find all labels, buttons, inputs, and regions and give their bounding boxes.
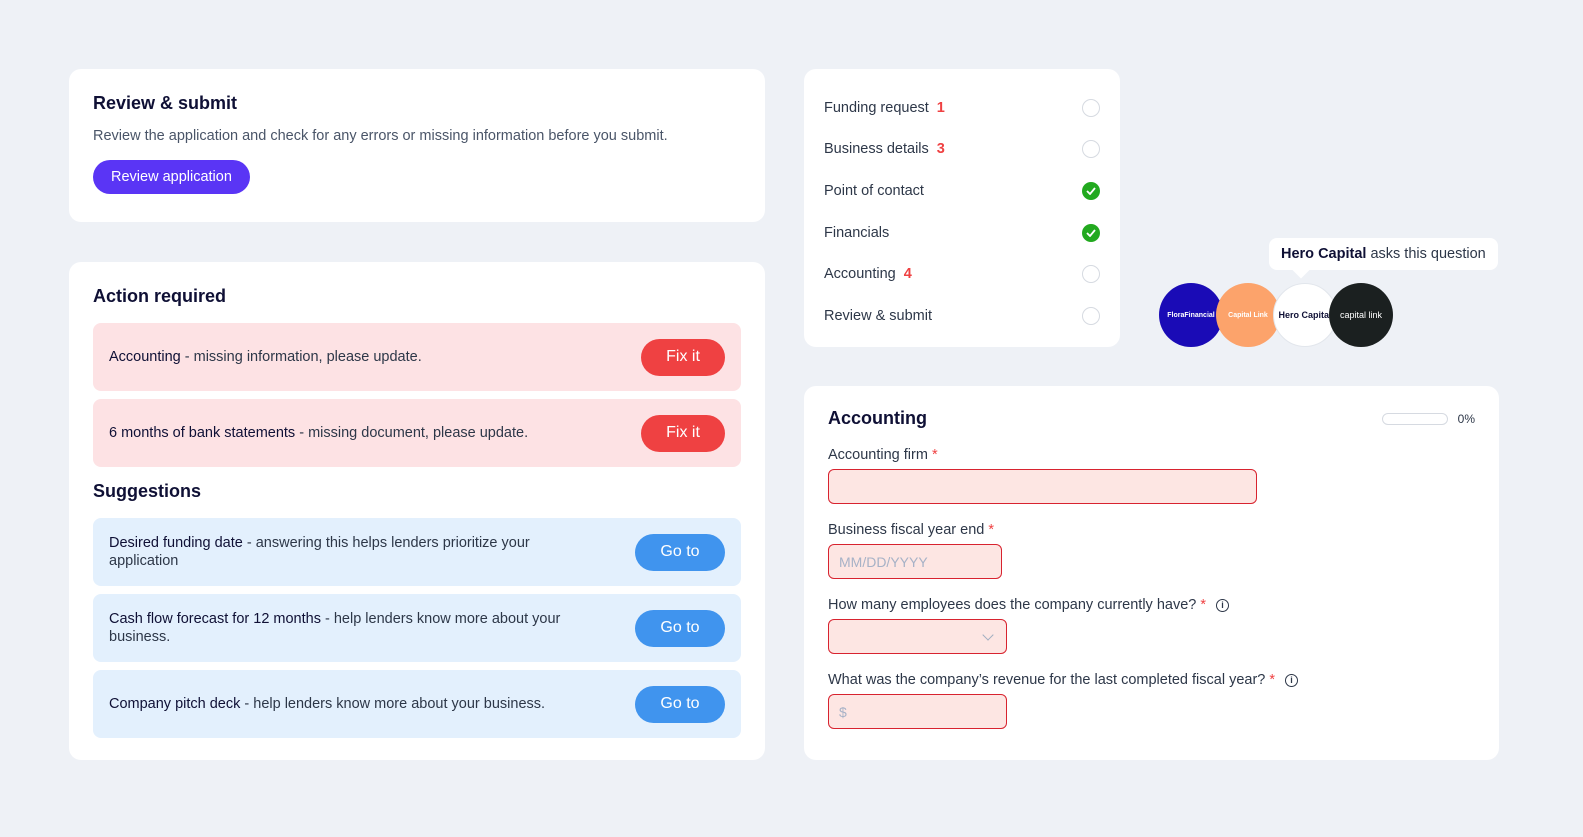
employees-label: How many employees does the company curr… — [828, 597, 1475, 613]
review-application-button[interactable]: Review application — [93, 160, 250, 194]
step-review-submit[interactable]: Review & submit — [824, 295, 1100, 337]
lender-logo-florafinancial[interactable]: FloraFinancial — [1159, 283, 1223, 347]
accounting-firm-label: Accounting firm * — [828, 447, 938, 463]
review-submit-card: Review & submit Review the application a… — [69, 69, 765, 222]
required-asterisk: * — [1200, 597, 1206, 613]
go-to-button[interactable]: Go to — [635, 685, 725, 723]
incomplete-circle-icon — [1082, 306, 1100, 325]
employees-select[interactable] — [828, 619, 1007, 654]
suggestion-text: Company pitch deck - help lenders know m… — [109, 696, 546, 712]
step-funding-request[interactable]: Funding request 1 — [824, 87, 1100, 129]
required-asterisk: * — [931, 447, 938, 463]
review-title: Review & submit — [93, 93, 238, 113]
error-count-badge: 4 — [903, 266, 912, 283]
action-item: 6 months of bank statements - missing do… — [93, 399, 741, 467]
suggestion-text: Cash flow forecast for 12 months - help … — [109, 611, 561, 645]
accounting-firm-input[interactable] — [828, 469, 1257, 504]
incomplete-circle-icon — [1082, 265, 1100, 284]
check-circle-icon — [1082, 181, 1100, 200]
revenue-input[interactable] — [828, 694, 1007, 729]
steps-nav: Funding request 1 Business details 3 Point… — [804, 69, 1120, 347]
accounting-form-card: Accounting 0% Accounting firm * Business … — [804, 386, 1499, 760]
action-required-title: Action required — [93, 286, 227, 306]
check-circle-icon — [1082, 223, 1100, 242]
lender-logo-capital-link[interactable]: Capital Link — [1216, 283, 1280, 347]
chevron-down-icon — [982, 628, 994, 641]
step-point-of-contact[interactable]: Point of contact — [824, 170, 1100, 212]
info-icon[interactable]: i — [1285, 673, 1299, 687]
step-business-details[interactable]: Business details 3 — [824, 129, 1100, 171]
action-required-card: Action required Accounting - missing inf… — [69, 262, 765, 760]
lender-logo-capital-link-dark[interactable]: capital link — [1329, 283, 1393, 347]
suggestion-item: Cash flow forecast for 12 months - help … — [93, 594, 741, 662]
accounting-title: Accounting — [828, 408, 927, 428]
lender-tooltip: Hero Capital asks this question — [1269, 238, 1498, 270]
error-count-badge: 3 — [936, 141, 945, 158]
fiscal-year-end-input[interactable] — [828, 544, 1002, 579]
incomplete-circle-icon — [1082, 140, 1100, 159]
step-accounting[interactable]: Accounting 4 — [824, 253, 1100, 295]
action-item-text: Accounting - missing information, please… — [109, 349, 422, 365]
progress-indicator: 0% — [1381, 411, 1475, 426]
progress-bar — [1381, 412, 1448, 425]
required-asterisk: * — [988, 522, 995, 538]
info-icon[interactable]: i — [1215, 598, 1229, 612]
action-item-text: 6 months of bank statements - missing do… — [109, 425, 529, 441]
lender-logo-hero-capital[interactable]: Hero Capital — [1273, 283, 1337, 347]
go-to-button[interactable]: Go to — [635, 533, 725, 571]
suggestion-item: Desired funding date - answering this he… — [93, 518, 741, 586]
go-to-button[interactable]: Go to — [635, 609, 725, 647]
suggestion-text: Desired funding date - answering this he… — [109, 535, 530, 569]
fiscal-year-end-label: Business fiscal year end * — [828, 522, 995, 538]
incomplete-circle-icon — [1082, 98, 1100, 117]
progress-percent: 0% — [1457, 411, 1475, 426]
suggestions-title: Suggestions — [93, 481, 202, 501]
suggestion-item: Company pitch deck - help lenders know m… — [93, 670, 741, 738]
fix-it-button[interactable]: Fix it — [641, 414, 725, 452]
fix-it-button[interactable]: Fix it — [641, 338, 725, 376]
revenue-label: What was the company’s revenue for the l… — [828, 672, 1475, 688]
error-count-badge: 1 — [936, 99, 945, 116]
required-asterisk: * — [1269, 672, 1276, 688]
step-financials[interactable]: Financials — [824, 212, 1100, 254]
review-description: Review the application and check for any… — [93, 128, 668, 144]
action-item: Accounting - missing information, please… — [93, 323, 741, 391]
